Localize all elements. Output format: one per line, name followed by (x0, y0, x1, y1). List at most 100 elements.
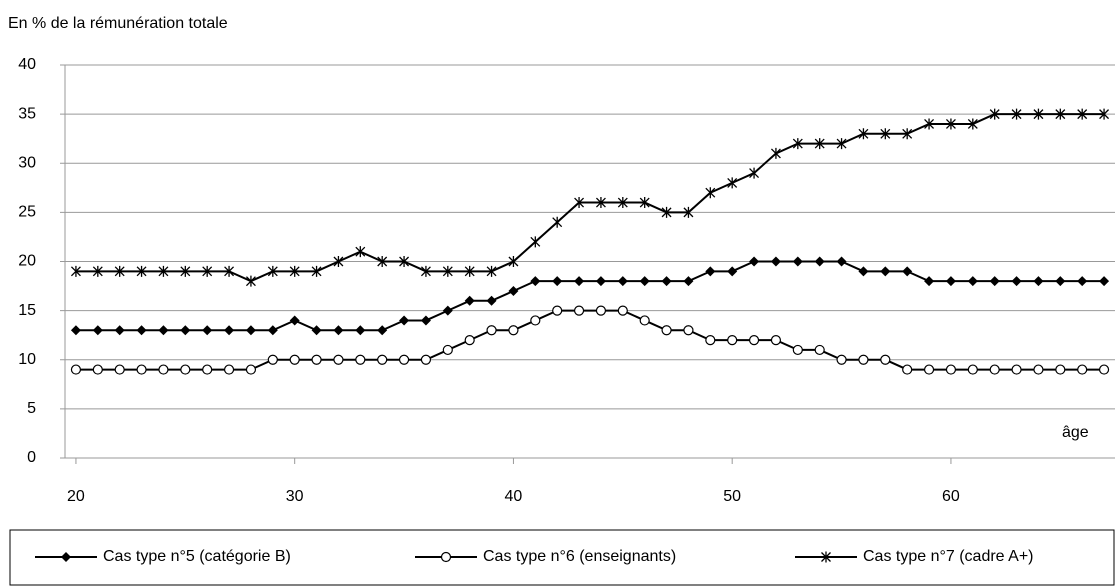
point (92, 325, 103, 336)
point (683, 276, 694, 287)
point (508, 285, 519, 296)
point (727, 335, 738, 346)
point (180, 325, 191, 336)
legend-marker (61, 552, 71, 562)
point (617, 305, 628, 316)
point (727, 177, 738, 189)
point (486, 295, 497, 306)
point (377, 256, 388, 267)
point (989, 108, 1000, 120)
point (1099, 108, 1110, 120)
point (158, 265, 169, 277)
series-line (75, 309, 1105, 371)
point (1099, 276, 1110, 287)
point (399, 315, 410, 326)
point (464, 295, 475, 306)
point (202, 325, 213, 336)
point (574, 197, 585, 209)
point (967, 118, 978, 130)
y-tick-label: 40 (18, 56, 36, 73)
point (661, 206, 672, 218)
y-tick-label: 35 (18, 105, 36, 122)
point (814, 256, 825, 267)
point (377, 354, 388, 365)
x-tick-label: 60 (942, 488, 960, 505)
legend-label: Cas type n°7 (cadre A+) (863, 548, 1033, 565)
point (223, 364, 235, 375)
x-tick-label: 20 (67, 488, 85, 505)
point (748, 335, 760, 346)
legend-label: Cas type n°5 (catégorie B) (103, 548, 291, 565)
point (945, 276, 956, 287)
y-axis-title: En % de la rémunération totale (8, 15, 228, 32)
y-tick-label: 30 (18, 154, 36, 171)
point (836, 256, 847, 267)
y-tick-label: 0 (27, 449, 36, 466)
point (420, 265, 431, 277)
point (639, 276, 650, 287)
point (442, 265, 453, 277)
point (770, 256, 781, 267)
point (967, 364, 978, 375)
point (508, 325, 519, 336)
point (1077, 364, 1088, 375)
point (289, 354, 300, 365)
point (136, 265, 147, 277)
point (683, 325, 694, 336)
point (792, 138, 803, 150)
point (814, 138, 825, 150)
point (158, 364, 169, 375)
point (442, 344, 453, 356)
point (552, 276, 563, 287)
point (420, 354, 432, 365)
point (158, 325, 169, 336)
point (989, 364, 1000, 375)
point (552, 305, 563, 316)
point (749, 256, 760, 267)
point (92, 265, 103, 277)
annotation: âge (1062, 424, 1089, 441)
point (923, 364, 935, 375)
point (464, 265, 475, 277)
y-tick-label: 10 (18, 351, 36, 368)
point (858, 354, 869, 365)
point (70, 265, 81, 277)
legend-label: Cas type n°6 (enseignants) (483, 548, 676, 565)
point (705, 335, 716, 346)
point (333, 325, 344, 336)
point (1011, 108, 1022, 120)
point (1098, 364, 1110, 375)
point (1011, 276, 1022, 287)
point (814, 344, 825, 356)
point (377, 325, 388, 336)
point (661, 325, 672, 336)
point (902, 266, 913, 277)
point (398, 354, 410, 365)
point (530, 236, 541, 248)
point (355, 325, 366, 336)
point (1033, 364, 1044, 375)
point (267, 325, 278, 336)
point (530, 315, 541, 326)
point (399, 256, 410, 267)
point (486, 325, 497, 336)
point (924, 118, 935, 130)
point (311, 325, 322, 336)
point (245, 325, 256, 336)
point (114, 265, 125, 277)
x-tick-label: 50 (723, 488, 741, 505)
point (224, 325, 235, 336)
point (70, 325, 81, 336)
point (770, 335, 782, 346)
y-tick-label: 25 (18, 204, 36, 221)
point (267, 354, 278, 365)
point (136, 364, 147, 375)
point (311, 354, 322, 365)
point (945, 118, 956, 130)
point (792, 256, 803, 267)
point (1055, 108, 1066, 120)
point (574, 276, 585, 287)
point (749, 167, 760, 179)
point (705, 266, 716, 277)
